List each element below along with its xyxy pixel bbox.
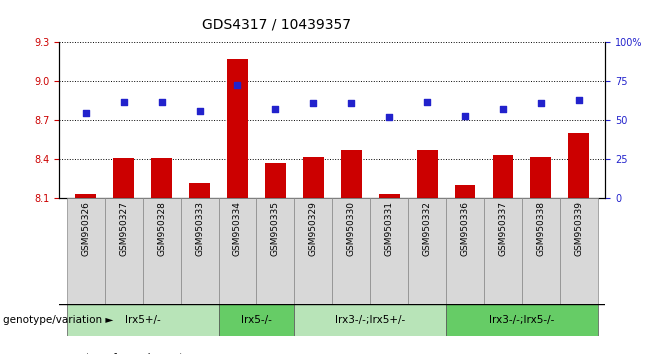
Bar [227, 59, 248, 198]
Text: GDS4317 / 10439357: GDS4317 / 10439357 [202, 18, 351, 32]
Text: GSM950335: GSM950335 [271, 201, 280, 256]
Text: genotype/variation ►: genotype/variation ► [3, 315, 114, 325]
FancyBboxPatch shape [370, 198, 408, 304]
FancyBboxPatch shape [105, 198, 143, 304]
Bar [341, 150, 362, 198]
Text: GSM950334: GSM950334 [233, 201, 242, 256]
FancyBboxPatch shape [484, 198, 522, 304]
FancyBboxPatch shape [180, 198, 218, 304]
Point [422, 99, 432, 104]
FancyBboxPatch shape [67, 304, 218, 336]
Text: GSM950330: GSM950330 [347, 201, 356, 256]
Bar [455, 185, 476, 198]
Bar [493, 155, 513, 198]
FancyBboxPatch shape [522, 198, 560, 304]
FancyBboxPatch shape [408, 198, 446, 304]
Bar [530, 157, 551, 198]
FancyBboxPatch shape [294, 304, 446, 336]
Text: ■: ■ [66, 351, 78, 354]
FancyBboxPatch shape [67, 198, 105, 304]
Text: GSM950328: GSM950328 [157, 201, 166, 256]
Bar [569, 133, 590, 198]
Point [270, 107, 281, 112]
Point [574, 97, 584, 103]
Point [536, 101, 546, 106]
FancyBboxPatch shape [257, 198, 294, 304]
Bar [303, 157, 324, 198]
FancyBboxPatch shape [294, 198, 332, 304]
Text: GSM950326: GSM950326 [82, 201, 90, 256]
Text: lrx5+/-: lrx5+/- [125, 315, 161, 325]
Point [460, 113, 470, 119]
Point [118, 99, 129, 104]
Bar [75, 194, 96, 198]
Point [497, 107, 508, 112]
Point [232, 82, 243, 87]
FancyBboxPatch shape [218, 198, 257, 304]
Text: lrx5-/-: lrx5-/- [241, 315, 272, 325]
Text: GSM950327: GSM950327 [119, 201, 128, 256]
Point [194, 108, 205, 114]
Text: GSM950336: GSM950336 [461, 201, 470, 256]
FancyBboxPatch shape [560, 198, 597, 304]
Text: lrx3-/-;lrx5+/-: lrx3-/-;lrx5+/- [335, 315, 405, 325]
FancyBboxPatch shape [332, 198, 370, 304]
Text: GSM950333: GSM950333 [195, 201, 204, 256]
Point [80, 110, 91, 115]
Point [384, 114, 394, 120]
Point [346, 101, 357, 106]
Bar [379, 194, 399, 198]
Text: transformed count: transformed count [86, 353, 183, 354]
Text: GSM950329: GSM950329 [309, 201, 318, 256]
Text: GSM950337: GSM950337 [499, 201, 507, 256]
Text: GSM950339: GSM950339 [574, 201, 583, 256]
Text: GSM950332: GSM950332 [422, 201, 432, 256]
Bar [189, 183, 210, 198]
Bar [151, 158, 172, 198]
Bar [113, 158, 134, 198]
Bar [265, 163, 286, 198]
FancyBboxPatch shape [446, 198, 484, 304]
Text: GSM950331: GSM950331 [385, 201, 393, 256]
Text: GSM950338: GSM950338 [536, 201, 545, 256]
Bar [417, 150, 438, 198]
Point [157, 99, 167, 104]
FancyBboxPatch shape [218, 304, 294, 336]
FancyBboxPatch shape [143, 198, 180, 304]
Point [308, 101, 318, 106]
Text: lrx3-/-;lrx5-/-: lrx3-/-;lrx5-/- [490, 315, 555, 325]
FancyBboxPatch shape [446, 304, 597, 336]
